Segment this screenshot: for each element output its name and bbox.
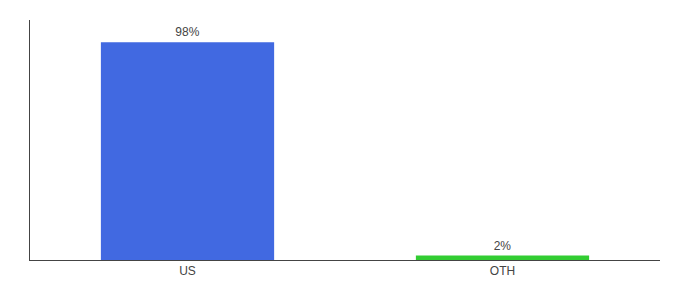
svg-text:US: US: [179, 264, 196, 278]
svg-text:OTH: OTH: [490, 264, 515, 278]
svg-text:98%: 98%: [175, 25, 199, 39]
svg-text:2%: 2%: [494, 239, 512, 253]
